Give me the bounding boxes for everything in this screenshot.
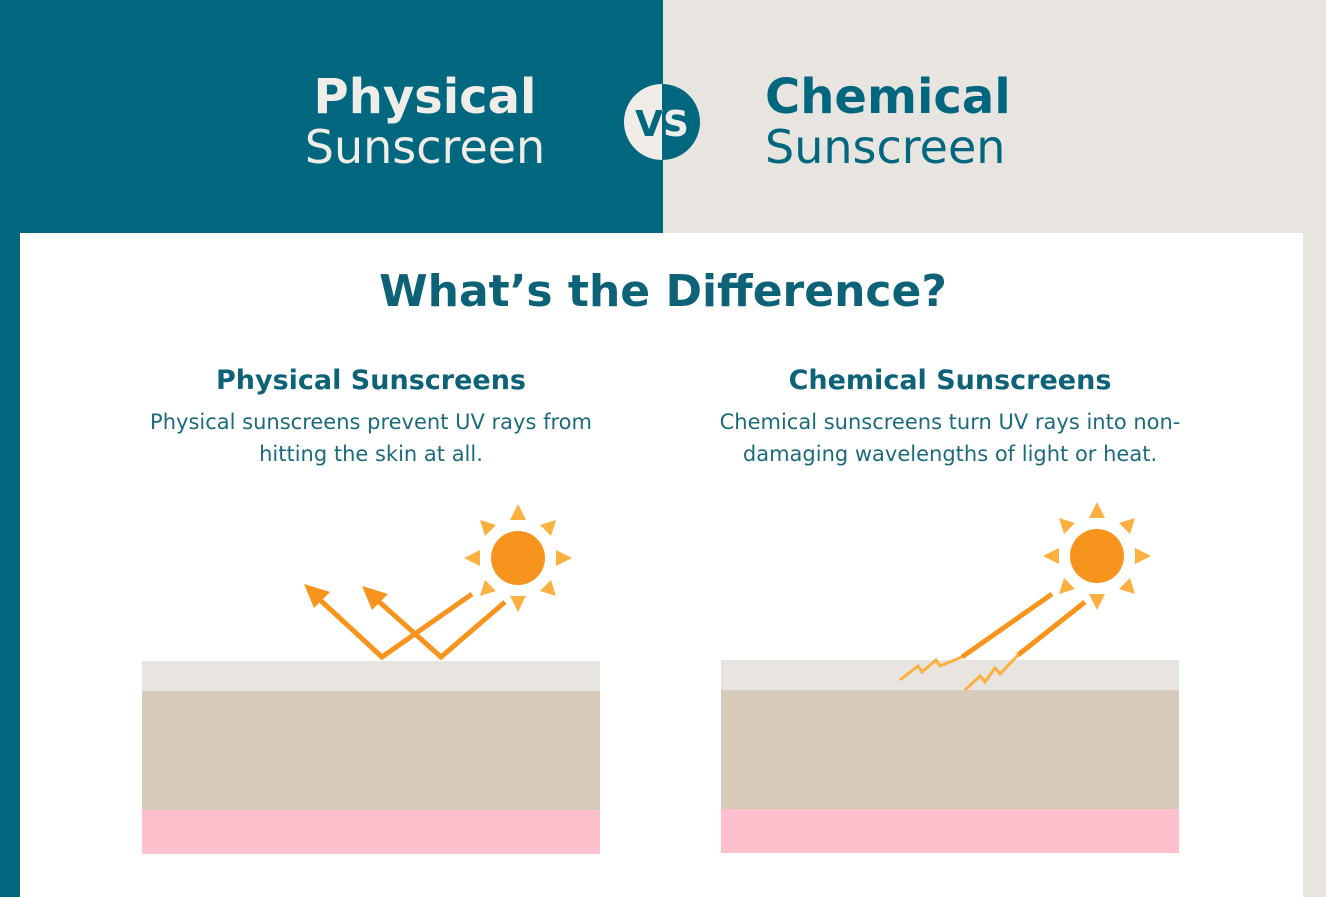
skin-bottom-layer (142, 810, 600, 854)
section-description: Physical sunscreens prevent UV rays from… (150, 410, 592, 466)
header-left-light: Sunscreen (304, 120, 546, 174)
chemical-section: Chemical Sunscreens Chemical sunscreens … (670, 365, 1230, 470)
skin-middle-layer (142, 691, 600, 810)
header-left-bold: Physical (313, 69, 537, 125)
reflected-ray-arrows (316, 591, 507, 661)
zigzag-rays (899, 653, 1020, 692)
arrow-head-icon (304, 584, 330, 608)
physical-header-title: Physical Sunscreen (270, 72, 580, 172)
sun-icon (464, 504, 572, 612)
chemical-illustration (721, 502, 1179, 853)
header-right-light: Sunscreen (765, 120, 1006, 174)
physical-illustration (142, 504, 600, 854)
arrow-head-icon (362, 586, 388, 610)
skin-top-layer (721, 660, 1179, 690)
physical-section: Physical Sunscreens Physical sunscreens … (91, 365, 651, 470)
skin-middle-layer (721, 690, 1179, 809)
section-title: Physical Sunscreens (215, 365, 526, 396)
skin-top-layer (142, 661, 600, 691)
section-title: Chemical Sunscreens (788, 365, 1112, 396)
header-right-bold: Chemical (765, 69, 1011, 125)
absorbed-rays (960, 591, 1087, 660)
skin-bottom-layer (721, 809, 1179, 853)
section-description: Chemical sunscreens turn UV rays into no… (719, 410, 1181, 466)
vs-badge: VS (624, 84, 700, 160)
vs-text: VS (635, 104, 689, 145)
sun-icon (1043, 502, 1151, 610)
main-title: What’s the Difference? (379, 266, 947, 317)
chemical-header-title: Chemical Sunscreen (765, 72, 1085, 172)
vs-circle (624, 84, 700, 160)
